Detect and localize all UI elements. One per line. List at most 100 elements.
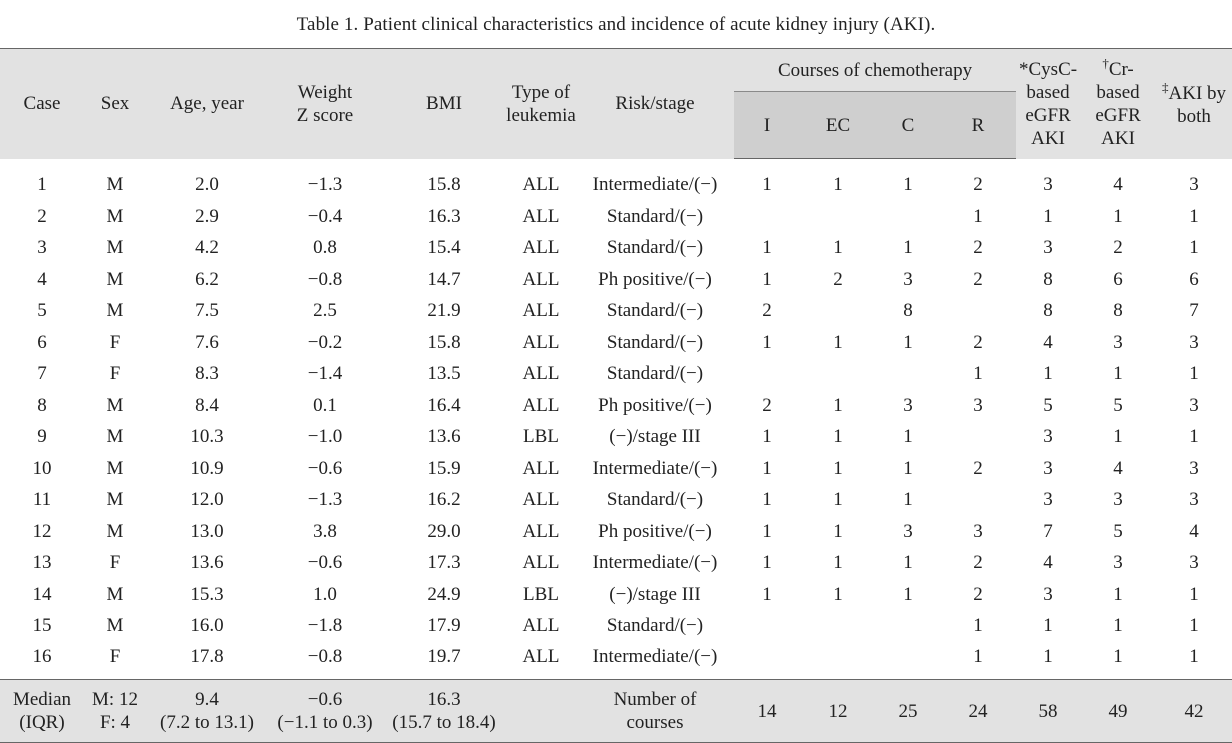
cell-both: 1 [1189, 426, 1199, 448]
header-weight-line1: Weight [297, 81, 353, 103]
cell-bmi: 19.7 [427, 645, 461, 667]
cell-cr: 4 [1113, 174, 1123, 195]
summary-weight: −0.6 (−1.1 to 0.3) [268, 679, 382, 743]
cell-i: 1 [762, 489, 772, 511]
table-row: 7 F 8.3 −1.4 13.5 ALL Standard/(−) 1 1 1 1 [0, 358, 1232, 390]
cell-risk: Intermediate/(−) [592, 645, 718, 667]
cell-r: 2 [973, 237, 983, 259]
header-course-r: R [940, 91, 1017, 159]
cell-age: 16.0 [190, 615, 224, 637]
cell-age: 10.3 [190, 426, 224, 448]
cell-cysc: 4 [1043, 331, 1053, 353]
cell-weight: 1.0 [313, 583, 337, 605]
cell-c [876, 358, 940, 390]
cell-bmi: 21.9 [427, 300, 461, 322]
cell-cr: 5 [1113, 394, 1123, 416]
cell-age: 10.9 [190, 457, 224, 479]
cell-weight: 2.5 [313, 300, 337, 322]
cell-ec [800, 201, 876, 233]
footnote-mark-cr: † [1102, 55, 1109, 71]
cell-case: 1 [37, 174, 47, 195]
cell-r [940, 421, 1016, 453]
cell-case: 9 [37, 426, 47, 448]
cell-age: 13.0 [190, 520, 224, 542]
table-caption: Table 1. Patient clinical characteristic… [296, 14, 936, 35]
cell-type: ALL [522, 331, 560, 353]
footnote-mark-cysc: * [1019, 58, 1029, 80]
cell-ec: 1 [833, 457, 843, 479]
cell-c: 1 [903, 583, 913, 605]
cell-sex: M [106, 394, 124, 416]
cell-risk: Standard/(−) [606, 237, 704, 259]
cell-weight: −0.4 [307, 205, 343, 227]
cell-ec: 1 [833, 331, 843, 353]
cell-bmi: 29.0 [427, 520, 461, 542]
cell-type: LBL [523, 426, 559, 448]
cell-type: ALL [522, 520, 560, 542]
header-course-i: I [734, 91, 800, 159]
cell-ec: 2 [833, 268, 843, 290]
cell-c: 1 [903, 489, 913, 511]
cell-i [734, 642, 800, 680]
cell-case: 11 [32, 489, 52, 511]
cell-cr: 1 [1113, 615, 1123, 637]
header-cr-line3: eGFR [1095, 104, 1141, 126]
cell-both: 3 [1189, 489, 1199, 511]
summary-course-r: 24 [940, 679, 1017, 743]
header-weight-line2: Z score [296, 104, 354, 126]
header-type-line2: leukemia [506, 104, 576, 126]
cell-both: 1 [1189, 583, 1199, 605]
cell-bmi: 14.7 [427, 268, 461, 290]
cell-risk: Standard/(−) [606, 489, 704, 511]
cell-bmi: 13.6 [427, 426, 461, 448]
cell-sex: M [106, 489, 124, 511]
cell-cysc: 7 [1043, 520, 1053, 542]
cell-cysc: 3 [1043, 489, 1053, 511]
cell-cysc: 3 [1043, 426, 1053, 448]
cell-cr: 6 [1113, 268, 1123, 290]
cell-case: 8 [37, 394, 47, 416]
cell-sex: M [106, 174, 124, 195]
cell-cysc: 1 [1043, 615, 1053, 637]
cell-sex: M [106, 615, 124, 637]
table-row: 15 M 16.0 −1.8 17.9 ALL Standard/(−) 1 1 1 1 [0, 610, 1232, 642]
cell-bmi: 16.3 [427, 205, 461, 227]
cell-c [876, 201, 940, 233]
table-row: 9 M 10.3 −1.0 13.6 LBL (−)/stage III 1 1 1 3 1 1 [0, 421, 1232, 453]
cell-cr: 4 [1113, 457, 1123, 479]
table-body: 1 M 2.0 −1.3 15.8 ALL Intermediate/(−) 1 1 1 2 3 4 3 2… [0, 159, 1232, 680]
cell-c: 1 [903, 331, 913, 353]
cell-both: 6 [1189, 268, 1199, 290]
cell-cysc: 3 [1043, 174, 1053, 195]
cell-r [940, 295, 1016, 327]
summary-age: 9.4 (7.2 to 13.1) [146, 679, 268, 743]
table-row: 1 M 2.0 −1.3 15.8 ALL Intermediate/(−) 1 1 1 2 3 4 3 [0, 159, 1232, 201]
cell-cysc: 1 [1043, 205, 1053, 227]
cell-bmi: 15.8 [427, 331, 461, 353]
header-cysc-line2: based [1026, 81, 1070, 103]
cell-type: ALL [522, 552, 560, 574]
cell-ec: 1 [833, 394, 843, 416]
cell-age: 12.0 [190, 489, 224, 511]
cell-i: 1 [762, 457, 772, 479]
cell-case: 7 [37, 363, 47, 385]
cell-weight: −0.8 [307, 268, 343, 290]
cell-weight: −0.2 [307, 331, 343, 353]
cell-age: 17.8 [190, 645, 224, 667]
cell-cysc: 4 [1043, 552, 1053, 574]
cell-both: 1 [1189, 237, 1199, 259]
cell-cysc: 1 [1043, 363, 1053, 385]
header-row-2: I EC C R [0, 91, 1232, 159]
cell-type: ALL [522, 237, 560, 259]
summary-row: Median (IQR) M: 12 F: 4 9.4 (7.2 to 13.1) −… [0, 679, 1232, 743]
cell-risk: Ph positive/(−) [598, 394, 712, 416]
cell-ec: 1 [833, 520, 843, 542]
cell-both: 1 [1189, 363, 1199, 385]
cell-both: 1 [1189, 615, 1199, 637]
summary-sex: M: 12 F: 4 [84, 679, 146, 743]
cell-i: 1 [762, 268, 772, 290]
cell-r [940, 484, 1016, 516]
cell-bmi: 15.9 [427, 457, 461, 479]
cell-both: 3 [1189, 552, 1199, 574]
header-course-ec: EC [800, 91, 876, 159]
